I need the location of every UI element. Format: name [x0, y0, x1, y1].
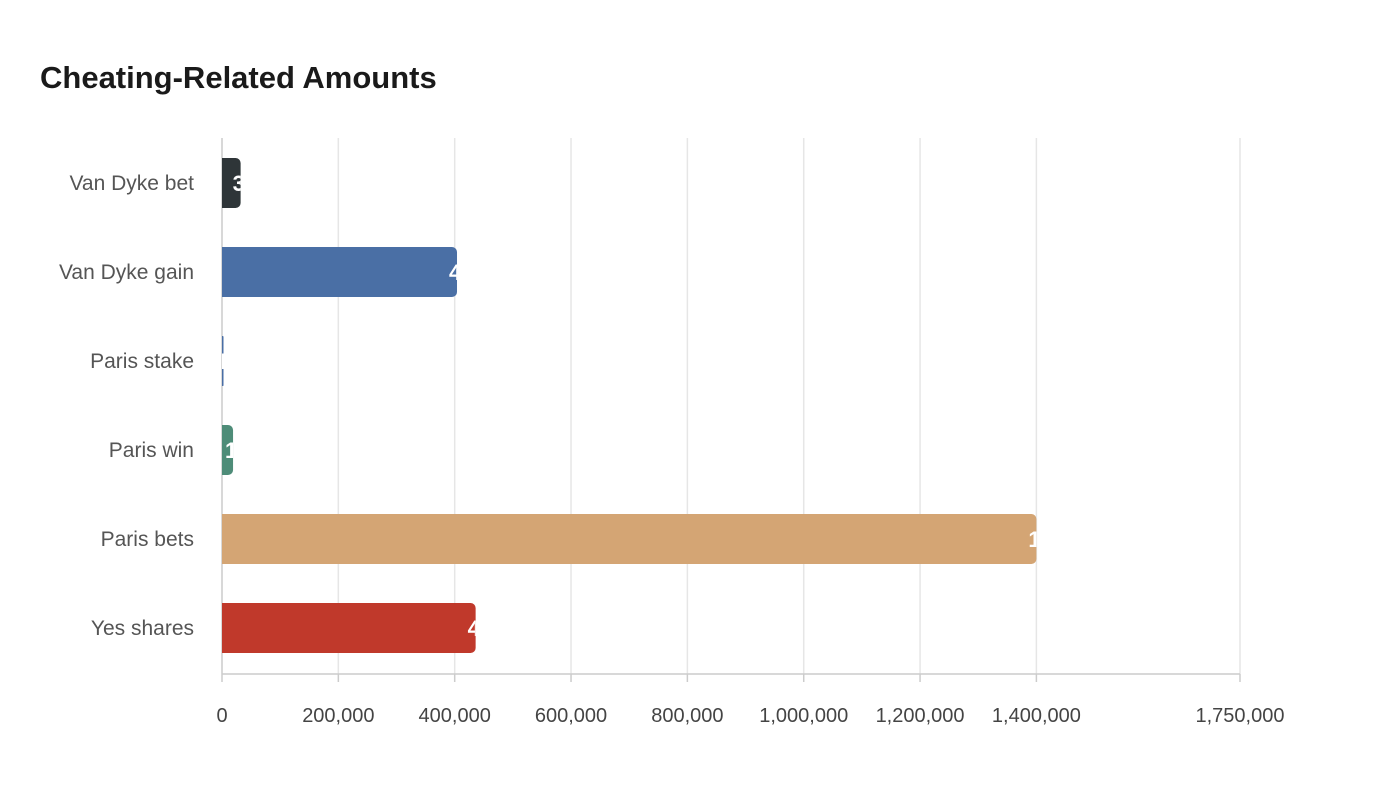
bar-edge-3 — [222, 425, 227, 475]
category-label: Paris stake — [90, 350, 194, 373]
category-label: Paris win — [109, 439, 194, 462]
category-label: Van Dyke bet — [69, 172, 194, 195]
x-tick-label: 1,400,000 — [992, 705, 1081, 727]
data-label: 436,000 — [468, 616, 548, 641]
x-tick-label: 200,000 — [302, 705, 374, 727]
x-tick-label: 800,000 — [651, 705, 723, 727]
bar-paris-bets — [222, 514, 1037, 564]
x-tick-label: 600,000 — [535, 705, 607, 727]
category-label: Van Dyke gain — [59, 261, 194, 284]
x-tick-label: 1,750,000 — [1196, 705, 1285, 727]
category-label: Paris bets — [101, 528, 194, 551]
bar-edge-4 — [222, 514, 227, 564]
data-label: 1,400,000 — [1028, 527, 1126, 552]
category-label: Yes shares — [91, 617, 194, 640]
bar-edge-5 — [222, 603, 227, 653]
x-tick-label: 1,200,000 — [876, 705, 965, 727]
data-label: 404,000 — [449, 260, 529, 285]
chart-title: Cheating-Related Amounts — [40, 60, 437, 95]
bar-edge-0 — [222, 158, 227, 208]
bar-yes-shares — [222, 603, 476, 653]
x-tick-label: 0 — [216, 705, 227, 727]
x-tick-label: 400,000 — [419, 705, 491, 727]
data-label: 100 — [216, 349, 253, 374]
bar-edge-2 — [222, 336, 223, 386]
data-label: 32,000 — [233, 171, 300, 196]
bar-edge-1 — [222, 247, 227, 297]
x-tick-label: 1,000,000 — [759, 705, 848, 727]
data-label: 19,000 — [225, 438, 292, 463]
bar-van-dyke-gain — [222, 247, 458, 297]
